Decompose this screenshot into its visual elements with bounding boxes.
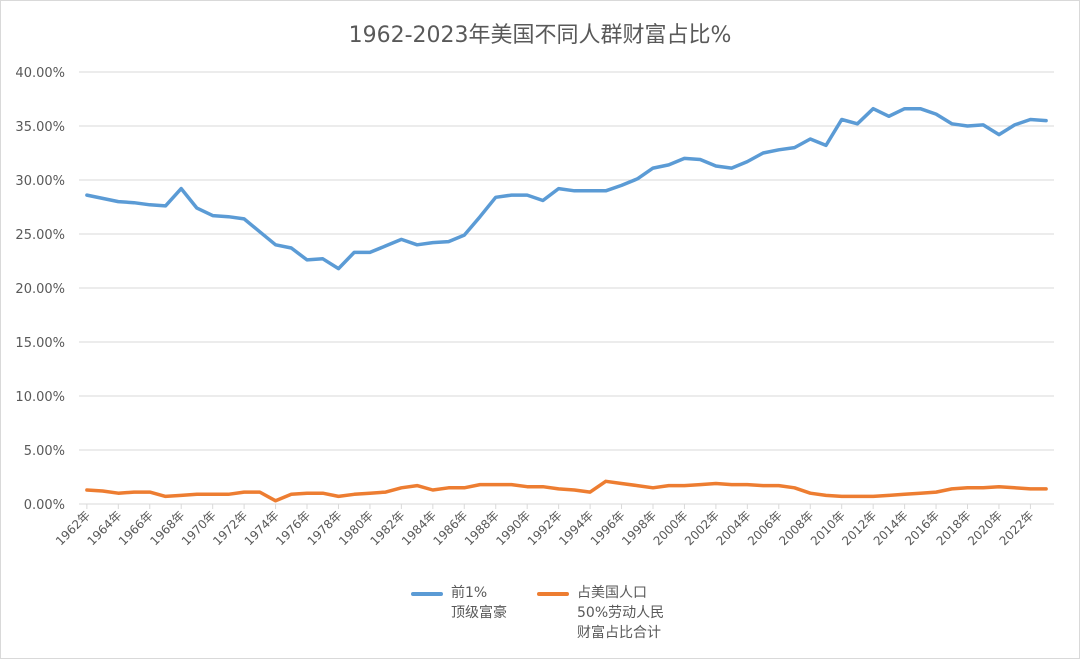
y-tick-label: 10.00% [15, 390, 65, 405]
y-tick-label: 35.00% [15, 120, 65, 135]
legend-label-top1-line1: 前1% [451, 585, 488, 601]
series-lines [85, 106, 1048, 503]
x-tick-label: 2022年 [997, 508, 1037, 548]
legend-label-top1-line2: 顶级富豪 [451, 605, 507, 621]
y-tick-label: 15.00% [15, 336, 65, 351]
legend-label-bottom50: 占美国人口 50%劳动人民 财富占比合计 [577, 583, 664, 643]
legend-label-top1: 前1% 顶级富豪 [451, 583, 507, 623]
gridlines [79, 71, 1054, 505]
legend: 前1% 顶级富豪 占美国人口 50%劳动人民 财富占比合计 [411, 583, 731, 653]
x-axis-tick-labels: 1962年1964年1966年1968年1970年1972年1974年1976年… [53, 504, 1037, 548]
y-tick-label: 0.00% [24, 498, 65, 513]
y-axis-tick-labels: 0.00% 5.00% 10.00% 15.00% 20.00% 25.00% 30.00%… [15, 66, 65, 513]
chart-title: 1962-2023年美国不同人群财富占比% [348, 23, 732, 48]
legend-label-bottom50-line1: 占美国人口 [577, 585, 647, 601]
legend-swatch-bottom50 [537, 592, 569, 596]
legend-swatch-top1 [411, 592, 443, 596]
y-tick-label: 30.00% [15, 174, 65, 189]
series-line-bottom50 [85, 479, 1048, 503]
legend-item-bottom50: 占美国人口 50%劳动人民 财富占比合计 [537, 583, 664, 643]
y-tick-label: 20.00% [15, 282, 65, 297]
legend-item-top1: 前1% 顶级富豪 [411, 583, 507, 623]
series-line-top1 [85, 106, 1048, 271]
legend-label-bottom50-line3: 财富占比合计 [577, 625, 661, 641]
y-tick-label: 5.00% [24, 444, 65, 459]
legend-label-bottom50-line2: 50%劳动人民 [577, 605, 665, 621]
y-tick-label: 40.00% [15, 66, 65, 81]
y-tick-label: 25.00% [15, 228, 65, 243]
